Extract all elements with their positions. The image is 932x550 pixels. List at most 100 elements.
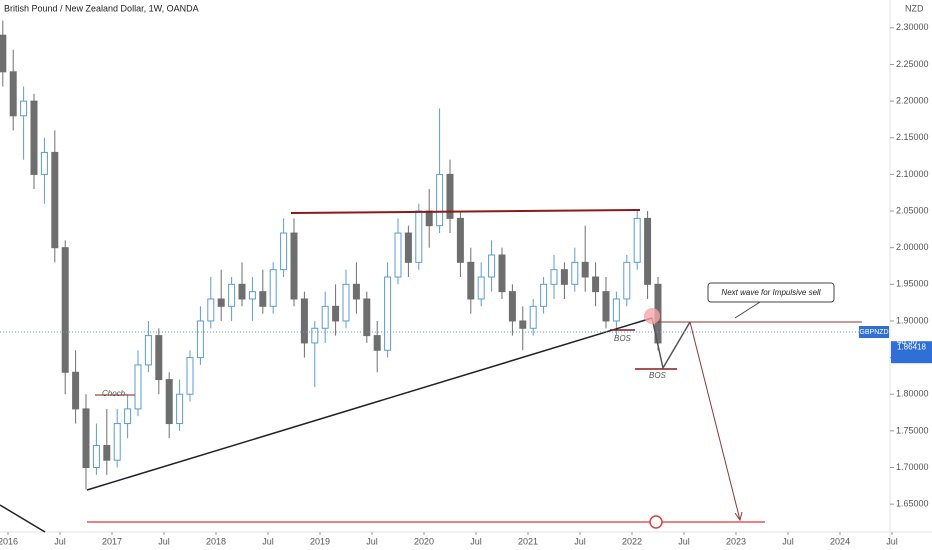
candle-body [72, 371, 80, 410]
x-tick-label: 2017 [102, 536, 122, 546]
trendline [0, 504, 46, 533]
bos-label: BOS [614, 334, 632, 343]
candle-body [498, 254, 506, 293]
last-price-label: 1.86418 [897, 342, 926, 351]
candle-body [134, 364, 142, 410]
y-tick-label: 2.05000 [896, 205, 929, 215]
target-icon [649, 515, 663, 529]
candle-body [529, 305, 537, 329]
candle-body [82, 408, 90, 469]
candle-body [321, 305, 329, 329]
x-tick-label: 2019 [310, 536, 330, 546]
candle-body [9, 71, 17, 117]
candle-body [352, 283, 360, 300]
candle-body [155, 335, 163, 381]
x-tick-label: 2024 [830, 536, 850, 546]
candle-body [550, 269, 558, 285]
candle-body [144, 335, 152, 366]
highlight-circle [644, 308, 660, 324]
candle-body [633, 217, 641, 263]
candle-body [394, 232, 402, 278]
candle-body [560, 269, 568, 285]
candle-body [446, 173, 454, 219]
candle-body [176, 393, 184, 425]
last-price-tag [891, 341, 932, 364]
candle-body [384, 276, 392, 351]
x-tick-label: Jul [158, 536, 170, 546]
candle-body [217, 298, 225, 307]
x-tick-label: 2020 [414, 536, 434, 546]
y-tick-label: 2.15000 [896, 132, 929, 142]
candle-body [103, 445, 111, 461]
candle-body [311, 327, 319, 344]
candle-body [373, 335, 381, 351]
candle-body [592, 276, 600, 293]
y-tick-label: 1.95000 [896, 279, 929, 289]
candle-body [363, 298, 371, 337]
x-tick-label: 2023 [726, 536, 746, 546]
candle-body [467, 261, 475, 300]
candle-body [332, 305, 340, 322]
candle-body [425, 210, 433, 227]
candle-body [61, 247, 69, 373]
candle-body [602, 291, 610, 322]
candle-body [404, 232, 412, 263]
support-trendline [86, 317, 653, 491]
candle-body [269, 269, 277, 307]
projection-arrow [689, 321, 741, 521]
candle-body [124, 408, 132, 425]
y-tick-label: 1.75000 [896, 425, 929, 435]
x-tick-label: Jul [54, 536, 66, 546]
callout-text: Next wave for Impulsive sell [721, 288, 820, 297]
y-tick-label: 2.30000 [896, 22, 929, 32]
candle-body [30, 100, 38, 175]
candle-body [186, 357, 194, 395]
candle-body [51, 151, 59, 249]
candle-body [207, 298, 215, 322]
candle-body [238, 283, 246, 300]
candle-body [623, 261, 631, 300]
candle-body [456, 217, 464, 263]
candle-body [519, 320, 527, 329]
candle-body [0, 34, 7, 73]
candle-body [508, 291, 516, 322]
y-tick-label: 1.80000 [896, 389, 929, 399]
candle-body [612, 298, 620, 322]
y-tick-label: 2.20000 [896, 95, 929, 105]
countdown-label: 4d 3h [897, 337, 917, 346]
candle-body [300, 298, 308, 344]
candle-body [228, 283, 236, 307]
y-tick-label: 1.90000 [896, 315, 929, 325]
candle-body [488, 254, 496, 278]
candle-body [40, 151, 48, 175]
symbol-tag [859, 326, 889, 338]
x-tick-label: Jul [574, 536, 586, 546]
candle-body [248, 291, 256, 300]
arrow-head [734, 511, 743, 522]
x-tick-label: 2018 [206, 536, 226, 546]
currency-label: NZD [905, 3, 924, 13]
symbol-label: GBPNZD [859, 329, 888, 336]
x-tick-label: 2021 [518, 536, 538, 546]
x-tick-label: Jul [470, 536, 482, 546]
x-tick-label: Jul [782, 536, 794, 546]
candle-body [165, 379, 173, 425]
y-tick-label: 1.70000 [896, 462, 929, 472]
callout-box [707, 282, 835, 303]
projection-path [651, 317, 691, 371]
candle-body [540, 283, 548, 307]
candle-body [259, 291, 267, 307]
candle-body [196, 320, 204, 359]
axes: 2.30000 2.25000 2.20000 2.15000 2.10000 2.050… [0, 22, 929, 546]
candle-body [571, 261, 579, 285]
chart-title: British Pound / New Zealand Dollar, 1W, … [4, 3, 199, 13]
bos-label: BOS [649, 371, 667, 380]
choch-label: Choch [102, 389, 126, 398]
candle-body [644, 217, 652, 285]
candle-body [477, 276, 485, 300]
y-tick-label: 2.25000 [896, 59, 929, 69]
candle-body [342, 283, 350, 322]
x-tick-label: 2016 [0, 536, 18, 546]
x-tick-label: Jul [366, 536, 378, 546]
